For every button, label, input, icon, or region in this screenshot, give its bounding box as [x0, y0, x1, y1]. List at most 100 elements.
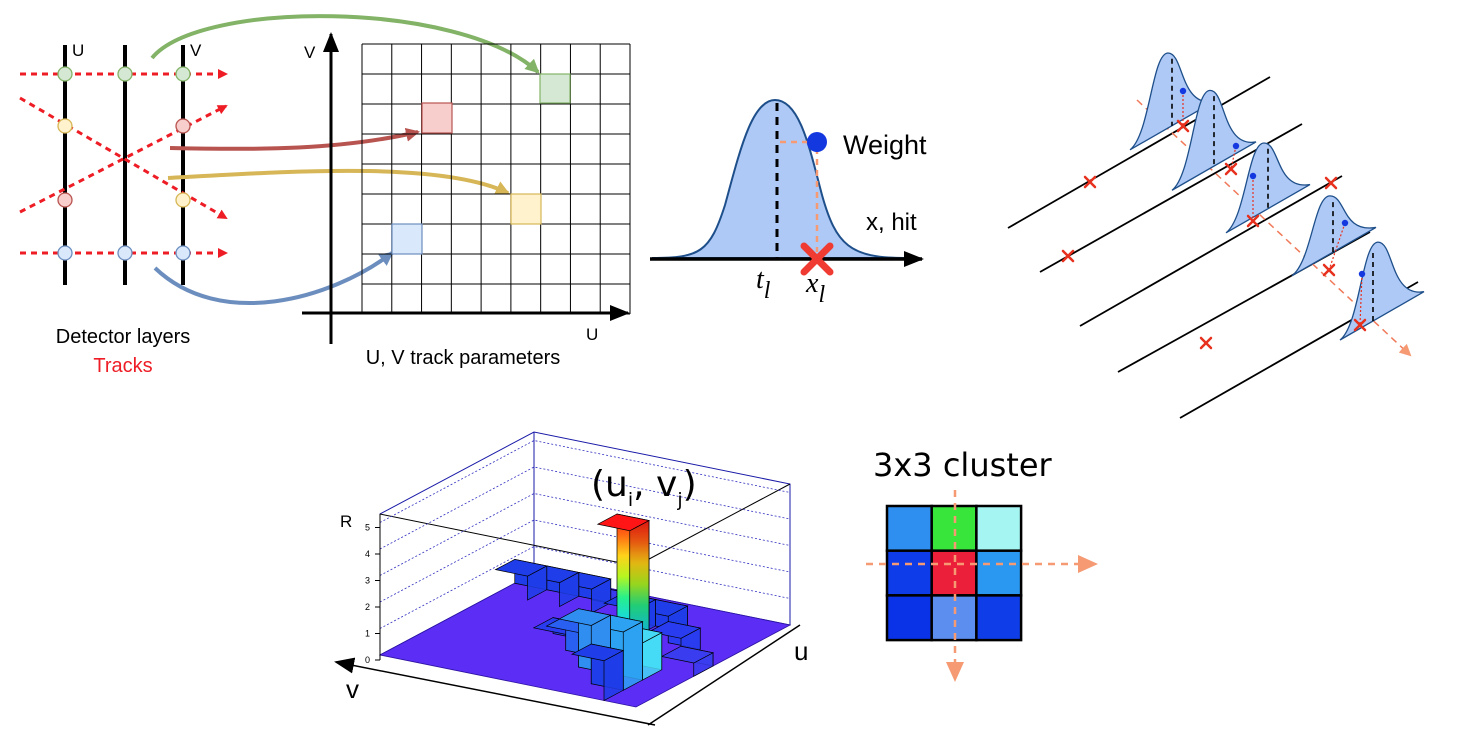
axis-label-v-3d: v [346, 674, 359, 704]
histogram-gridline [379, 546, 791, 629]
blue-mapping-arrow [153, 251, 394, 306]
weight-point [1249, 172, 1257, 180]
weight-point [1341, 219, 1349, 227]
weight-point [1232, 142, 1240, 150]
parameter-grid [361, 43, 631, 315]
detector-layer [1007, 76, 1271, 229]
hit-cross-icon [1199, 336, 1213, 350]
cluster-cell [975, 594, 1023, 642]
cross-stroke [1324, 176, 1338, 190]
r-tick-label: 0 [365, 655, 370, 665]
gaussian-bump [1171, 89, 1257, 191]
cross-stroke [1176, 119, 1190, 133]
green-cell [539, 73, 571, 104]
hit-cross-icon [1353, 318, 1367, 332]
cluster-panel: 3x3 cluster [866, 446, 1098, 682]
axis-label-r: R [340, 512, 352, 531]
cluster-cell [885, 594, 933, 642]
histogram-bar-top [558, 608, 612, 626]
cross-stroke [1224, 162, 1238, 176]
cross-stroke [1322, 263, 1336, 277]
track-line [1136, 99, 1412, 357]
track-line-2 [19, 104, 228, 214]
gaussian-bump [1291, 195, 1377, 277]
green-mapping-arrow [150, 14, 540, 74]
gaussian-bump [1339, 241, 1425, 341]
weight-point [1179, 87, 1187, 95]
hit-yellow [175, 192, 191, 208]
hit-blue [117, 245, 133, 261]
histogram-3d-panel: 0 1 2 3 4 5 R v u (ui, vj) [334, 431, 808, 726]
axis-label-v: V [304, 43, 316, 62]
histogram-gridlines [379, 440, 791, 629]
cross-stroke [1061, 249, 1075, 263]
r-tick-label: 1 [365, 629, 370, 639]
hit-cross-icon [800, 242, 834, 276]
peak-label: (ui, vj) [591, 464, 697, 511]
cluster-cell [975, 549, 1023, 597]
hit-green [117, 66, 133, 82]
cross-stroke [1353, 318, 1367, 332]
mapping-arrows [150, 14, 540, 306]
hit-red [175, 118, 191, 134]
v-axis-3d [334, 657, 656, 726]
hits [57, 66, 191, 261]
hit-blue [175, 245, 191, 261]
weight-line [1328, 222, 1346, 271]
histogram-gridline [379, 493, 791, 576]
hit-red [57, 192, 73, 208]
hough-grid-panel: V U U, V track parameters [302, 32, 631, 369]
histogram-gridline [379, 466, 791, 550]
cross-stroke [1199, 336, 1213, 350]
x-l-label: xl [805, 268, 825, 308]
weight-point [807, 132, 827, 152]
detector-panel: U V Detector layers Tracks [19, 41, 228, 377]
projection-panel [1007, 52, 1425, 419]
histogram-top-line [635, 483, 791, 567]
layer-label-u: U [72, 41, 84, 60]
track-line-3 [19, 96, 228, 220]
hit-cross-icon [1083, 175, 1097, 189]
weight-panel: Weight x, hit tl xl [650, 98, 927, 308]
hit-cross-icon [1176, 119, 1190, 133]
axis-label-u: U [586, 325, 598, 344]
r-tick-label: 4 [365, 549, 370, 559]
hit-cross-icon [1324, 176, 1338, 190]
histogram-bars [494, 513, 715, 702]
histogram-bar-top [660, 645, 715, 664]
hit-cross-icon [1322, 263, 1336, 277]
r-tick-label: 2 [365, 602, 370, 612]
weight-point [1358, 270, 1366, 278]
cluster-cell [885, 504, 933, 552]
layer-label-v: V [190, 41, 202, 60]
x-hit-label: x, hit [866, 209, 917, 236]
histogram-bar-top [570, 643, 625, 662]
hit-cross-icon [1246, 214, 1260, 228]
histogram-gridline [379, 440, 791, 523]
red-mapping-arrow [169, 127, 420, 151]
histogram-bar-top [494, 559, 548, 577]
cluster-cell [930, 594, 978, 642]
hit-green [57, 66, 73, 82]
blue-cell [391, 223, 423, 255]
hit-yellow [57, 118, 73, 134]
r-axis-ticks: 0 1 2 3 4 5 [365, 523, 380, 665]
axis-label-u-3d: u [794, 636, 808, 666]
cluster-cell [975, 504, 1023, 552]
yellow-cell [510, 193, 542, 225]
hit-green [175, 66, 191, 82]
cluster-title: 3x3 cluster [873, 446, 1053, 484]
detector-layer [1079, 175, 1343, 327]
r-tick-label: 5 [365, 523, 370, 533]
yellow-mapping-arrow [167, 168, 510, 195]
histogram-top-line [379, 513, 637, 567]
r-tick-label: 3 [365, 576, 370, 586]
histogram-bar-top [596, 513, 651, 532]
weight-line [1359, 273, 1363, 326]
cross-stroke [1083, 175, 1097, 189]
hit-cross-icon [1224, 162, 1238, 176]
t-l-label: tl [756, 264, 771, 304]
histogram-bar-face [622, 621, 643, 691]
hit-blue [57, 245, 73, 261]
